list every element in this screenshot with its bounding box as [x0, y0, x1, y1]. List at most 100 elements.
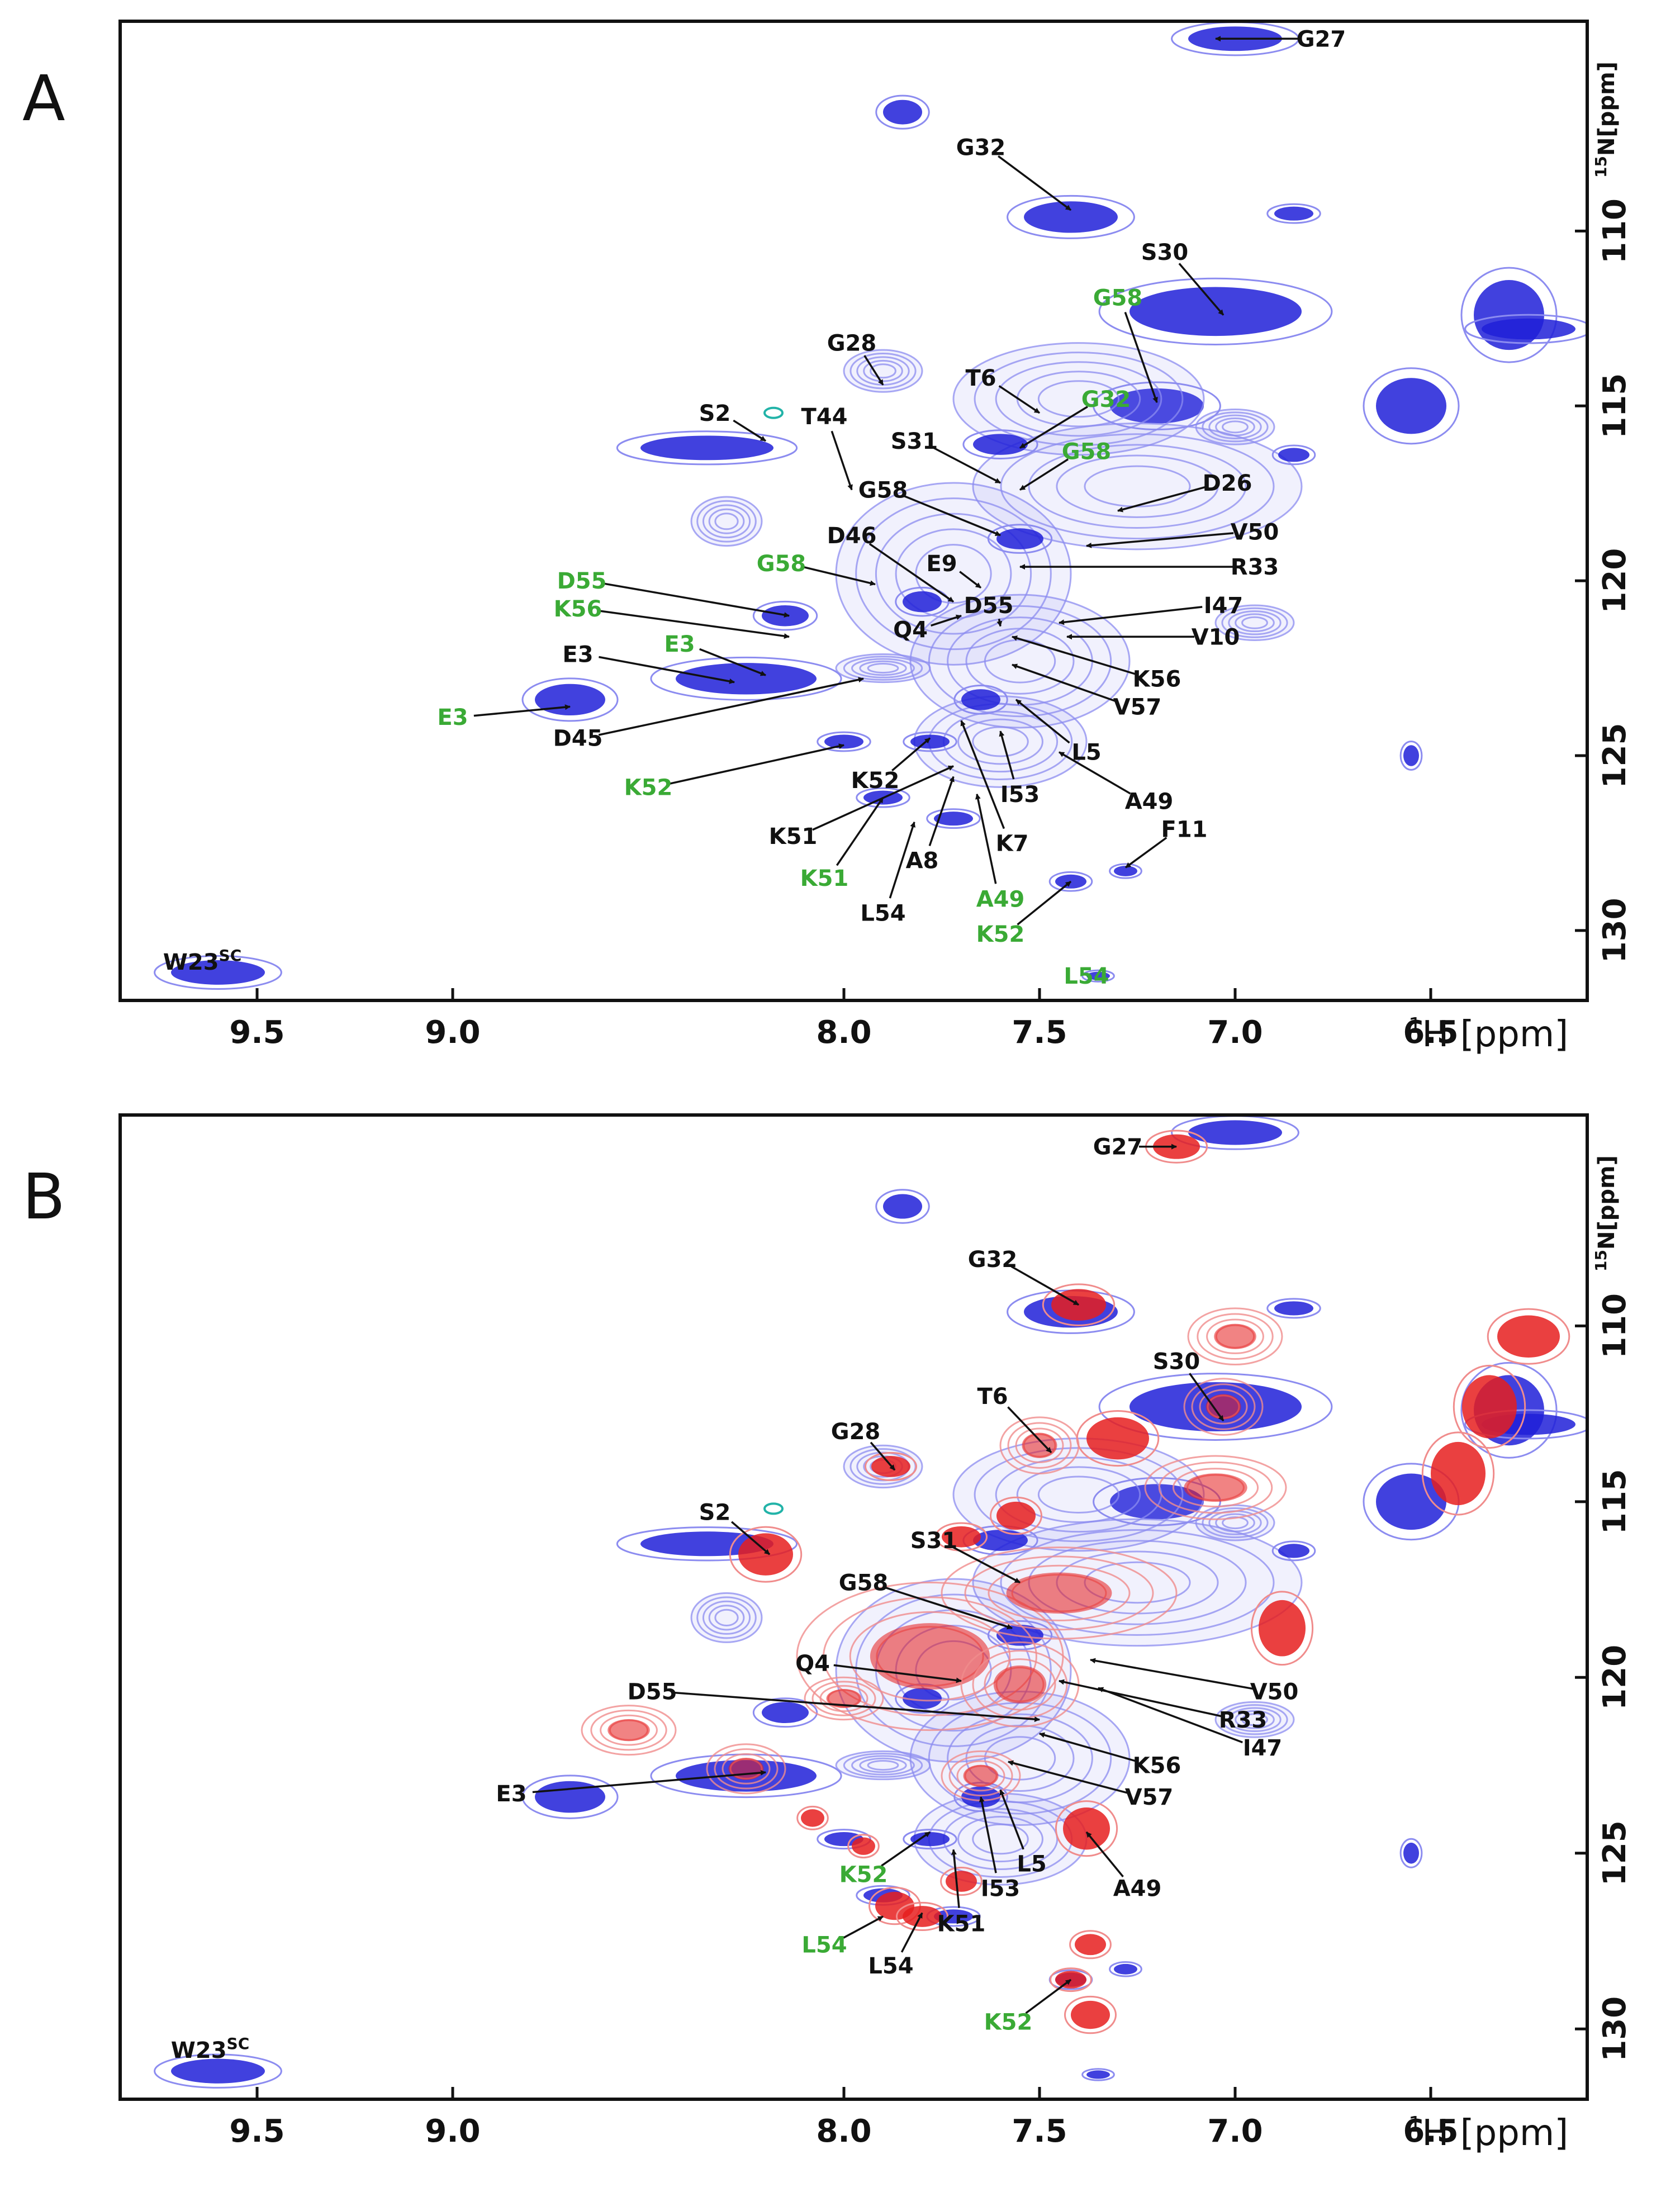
assignment-arrow	[830, 430, 853, 491]
assignment-label: A49	[976, 887, 1025, 913]
contour-ring	[875, 1189, 930, 1224]
assignment-arrow	[1059, 1679, 1223, 1717]
red-contour-ring	[722, 1753, 771, 1785]
red-contour-ring	[581, 1705, 677, 1756]
peak-blob	[1274, 206, 1313, 221]
red-contour-ring	[1064, 1995, 1117, 2034]
assignment-arrow	[599, 610, 790, 639]
assignment-label: A49	[1113, 1876, 1162, 1902]
assignment-arrow	[870, 1441, 896, 1471]
red-contour-ring	[1050, 1967, 1092, 1992]
assignment-arrow	[801, 566, 876, 586]
assignment-label: E3	[562, 642, 593, 668]
assignment-arrow	[730, 1521, 771, 1555]
assignment-arrow	[869, 543, 954, 603]
red-peak-blob	[903, 1906, 942, 1927]
assignment-label: T6	[965, 366, 996, 391]
contour-ring	[1222, 420, 1249, 434]
assignment-label: G27	[1297, 26, 1346, 52]
contour-ring	[1000, 433, 1275, 540]
y-tick-label: 120	[1597, 548, 1633, 614]
red-peak-blob	[1086, 1417, 1149, 1460]
peak-blob	[535, 1781, 605, 1813]
peak-blob	[996, 528, 1043, 549]
red-contour-ring	[948, 1755, 1013, 1797]
contour-ring	[1109, 1961, 1142, 1977]
red-contour-ring	[869, 1886, 921, 1925]
contour-ring	[1221, 1704, 1288, 1735]
assignment-label: K51	[769, 824, 818, 850]
peak-blob	[910, 734, 950, 749]
assignment-arrow	[1117, 486, 1207, 513]
assignment-arrow	[959, 571, 982, 589]
contour-ring	[1214, 604, 1295, 642]
contour-ring	[867, 663, 899, 674]
contour-ring	[843, 349, 923, 393]
contour-ring	[1098, 277, 1333, 345]
assignment-arrow	[473, 704, 571, 717]
contour-fill	[973, 423, 1302, 549]
assignment-arrow	[1012, 663, 1118, 703]
assignment-arrow	[1010, 1265, 1079, 1306]
assignment-arrow	[951, 1849, 960, 1908]
assignment-label: W23SC	[163, 946, 242, 975]
x-tick-label: 7.0	[1207, 1014, 1263, 1051]
assignment-label: L54	[801, 1932, 847, 1958]
red-contour-ring	[796, 1805, 829, 1830]
assignment-label: E3	[437, 705, 468, 730]
contour-ring	[962, 429, 1038, 459]
assignment-label: R33	[1231, 554, 1279, 580]
assignment-arrow	[602, 582, 790, 618]
contour-ring	[867, 1759, 899, 1771]
peak-blob	[961, 689, 1000, 710]
assignment-label: G32	[956, 135, 1006, 160]
y-tick-label: 125	[1597, 723, 1633, 789]
contour-ring	[1241, 616, 1268, 629]
assignment-label: K52	[976, 922, 1025, 947]
assignment-label: T44	[801, 404, 848, 430]
contour-ring	[957, 1816, 1043, 1863]
x-tick-label: 8.0	[816, 1014, 871, 1051]
assignment-label: K56	[1133, 1753, 1181, 1779]
contour-ring	[903, 1829, 957, 1850]
peak-blob	[824, 734, 863, 749]
contour-ring	[714, 1609, 739, 1626]
assignment-label: K52	[984, 2010, 1033, 2036]
contour-ring	[855, 497, 1052, 651]
contour-ring	[154, 955, 282, 990]
assignment-arrow	[843, 1915, 884, 1939]
assignment-arrow	[996, 619, 1003, 627]
contour-ring	[650, 656, 842, 701]
assignment-arrow	[900, 1912, 923, 1953]
contour-ring	[690, 1592, 763, 1643]
contour-fill	[836, 654, 930, 682]
assignment-label: S2	[699, 401, 731, 426]
contour-ring	[972, 423, 1303, 551]
red-peak-blob	[996, 1501, 1036, 1530]
contour-ring	[1037, 1475, 1120, 1513]
contour-ring	[1195, 409, 1275, 445]
assignment-label: K56	[1133, 666, 1181, 692]
red-contour-ring	[984, 1658, 1056, 1711]
x-tick-label: 7.5	[1012, 2113, 1067, 2150]
assignment-label: G28	[827, 331, 877, 357]
red-contour-ring	[896, 1901, 948, 1931]
plot-frame	[118, 1113, 1589, 2101]
contour-ring	[1214, 1701, 1295, 1738]
contour-ring	[926, 808, 981, 829]
contour-ring	[859, 660, 907, 676]
contour-ring	[953, 685, 1008, 715]
contour-ring	[835, 1750, 931, 1781]
red-contour-ring	[990, 1496, 1042, 1535]
contour-ring	[1266, 1298, 1321, 1319]
peak-blob	[1024, 201, 1118, 233]
contour-ring	[965, 628, 1075, 695]
assignment-arrow	[598, 677, 864, 736]
contour-ring	[987, 1620, 1053, 1650]
x-tick-label: 9.5	[229, 1014, 284, 1051]
red-peak-blob	[1071, 2000, 1110, 2029]
red-peak-blob	[1259, 1600, 1306, 1657]
contour-ring	[957, 718, 1043, 765]
y-tick-label: 115	[1597, 373, 1633, 439]
